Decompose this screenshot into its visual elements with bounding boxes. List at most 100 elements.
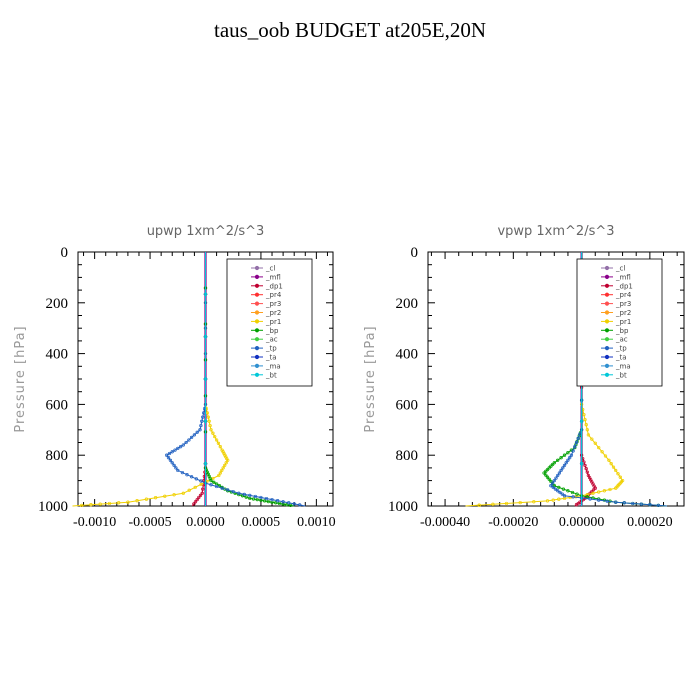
series-marker-tp (264, 496, 269, 501)
series-marker-pr1 (583, 417, 587, 422)
series-marker-dp1 (582, 460, 586, 464)
series-marker-bp (602, 498, 607, 502)
series-marker-tp (214, 484, 219, 489)
series-marker-bp (545, 475, 550, 479)
legend-label: _ta (265, 354, 277, 362)
series-group (72, 252, 306, 508)
series-marker-pr1 (218, 471, 222, 475)
series-line-dp1 (191, 252, 206, 507)
legend: _cl_mfl_dp1_pr4_pr3_pr2_pr1_bp_ac_tp_ta_… (576, 258, 663, 387)
series-marker-tp (561, 466, 565, 470)
legend-marker (254, 292, 260, 297)
y-tick-label: 0 (411, 245, 419, 261)
series-marker-tp (631, 501, 635, 506)
series-marker-tp (189, 435, 194, 440)
series-marker-pr1 (163, 494, 167, 498)
series-marker-pr1 (187, 488, 191, 492)
series-marker-bp (285, 503, 289, 507)
series-marker-pr1 (206, 415, 210, 419)
panel-2: vpwp 1xm^2/s^3 Pressure [hPa] 0 200 400 600 80… (363, 224, 685, 530)
series-marker-bp (550, 462, 555, 467)
series-marker-pr1 (213, 434, 217, 439)
series-marker-tp (622, 501, 626, 505)
series-marker-bp (542, 471, 546, 475)
series-marker-pr1 (584, 423, 588, 427)
series-marker-pr1 (616, 472, 620, 476)
series-marker-bt (203, 462, 208, 466)
series-marker-pr1 (593, 441, 597, 445)
series-marker-tp (556, 473, 560, 478)
series-marker-tp (556, 489, 560, 493)
series-marker-dp1 (593, 486, 597, 490)
series-marker-bp (549, 479, 553, 484)
series-marker-pr1 (603, 454, 608, 458)
series-marker-pr1 (216, 441, 221, 445)
series-marker-pr1 (600, 450, 604, 454)
series-marker-bp (547, 477, 551, 481)
series-marker-pr1 (608, 487, 612, 492)
y-tick-label: 1000 (388, 499, 418, 515)
legend-label: _mfl (615, 273, 631, 281)
y-tick-label: 800 (396, 448, 419, 464)
series-marker-tp (576, 436, 580, 440)
series-marker-tp (181, 443, 185, 447)
legend-label: _bp (265, 327, 279, 335)
series-marker-tp (165, 453, 169, 457)
series-marker-bp (544, 469, 548, 473)
legend-label: _ta (615, 354, 627, 362)
series-marker-bt (203, 335, 208, 339)
legend-box (576, 258, 663, 387)
y-tick-label: 200 (46, 296, 69, 312)
series-marker-pr1 (193, 485, 197, 490)
legend-label: _ma (615, 362, 631, 370)
legend-label: _pr4 (265, 291, 282, 299)
panel-1: upwp 1xm^2/s^3 Pressure [hPa] 0 200 400 600 80… (13, 224, 336, 530)
series-marker-pr1 (208, 423, 212, 428)
series-marker-bp (248, 496, 252, 501)
series-marker-tp (287, 501, 291, 505)
series-marker-tp (292, 502, 296, 506)
series-marker-tp (172, 463, 176, 468)
legend-marker (604, 292, 610, 297)
series-marker-tp (189, 475, 194, 479)
series-marker-pr1 (582, 412, 586, 417)
legend-box (226, 258, 313, 387)
legend-marker (604, 301, 610, 306)
y-tick-label: 400 (396, 347, 419, 363)
legend-label: _ac (265, 336, 278, 344)
series-marker-bt (579, 419, 584, 423)
series-marker-pr1 (207, 419, 211, 423)
series-marker-pr1 (107, 501, 112, 506)
series-marker-tp (552, 478, 556, 483)
legend-marker (604, 372, 610, 377)
legend-label: _dp1 (265, 282, 283, 290)
legend-marker (604, 337, 610, 342)
series-marker-pr1 (117, 501, 121, 505)
series-marker-tp (198, 428, 202, 432)
legend-marker (254, 310, 260, 315)
series-marker-tp (553, 487, 558, 491)
y-axis-label: Pressure [hPa] (363, 325, 378, 432)
series-marker-tp (549, 484, 553, 488)
series-marker-dp1 (201, 487, 205, 491)
series-marker-tp (569, 453, 574, 457)
series-marker-tp (574, 440, 579, 445)
series-marker-dp1 (197, 495, 201, 500)
series-marker-tp (185, 473, 189, 477)
series-marker-pr1 (199, 482, 203, 487)
y-axis-label: Pressure [hPa] (13, 325, 28, 432)
legend-label: _bt (265, 371, 277, 379)
y-tick-label: 0 (61, 245, 69, 261)
series-marker-tp (170, 461, 174, 465)
series-marker-pr1 (590, 437, 594, 441)
series-line-pr1 (465, 252, 624, 507)
series-marker-pr1 (557, 497, 561, 501)
series-marker-tp (195, 430, 199, 434)
legend-marker (604, 354, 610, 360)
legend-label: _pr1 (265, 318, 281, 326)
series-marker-dp1 (195, 497, 199, 502)
panel-title: upwp 1xm^2/s^3 (147, 224, 265, 239)
series-marker-pr1 (586, 433, 591, 437)
series-marker-dp1 (192, 502, 196, 506)
series-marker-pr1 (211, 431, 215, 435)
